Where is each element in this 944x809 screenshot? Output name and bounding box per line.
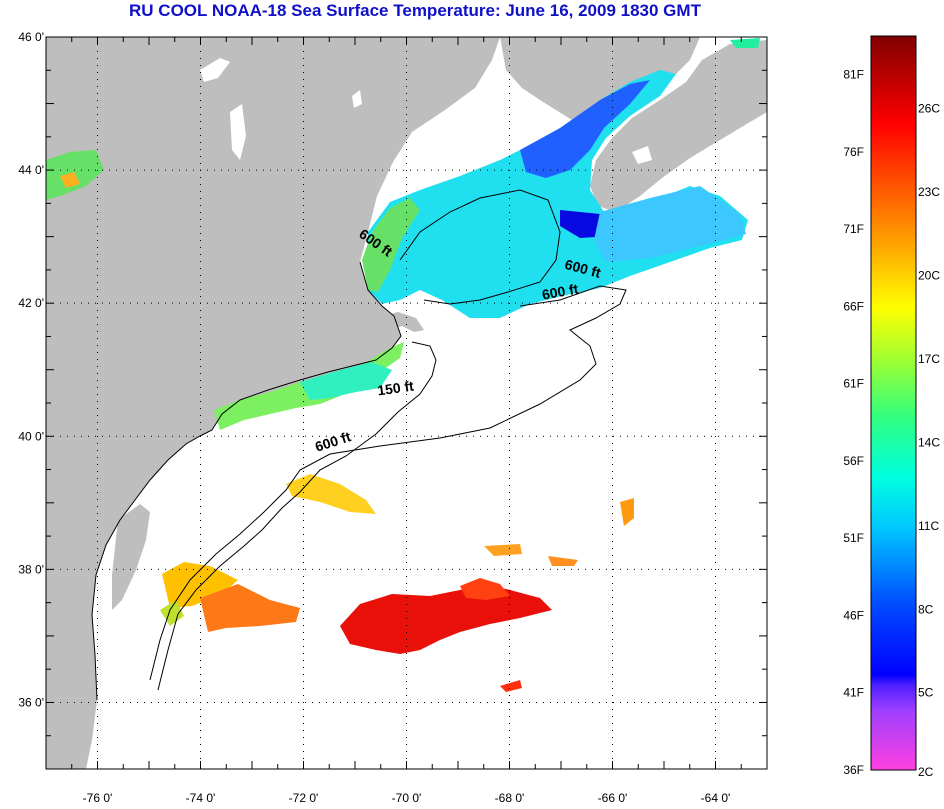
sst-warm-patch [162, 562, 238, 608]
sst-cold-core [520, 80, 650, 178]
lon-tick-label: -72 0' [289, 791, 319, 805]
sst-shelf-cyan [300, 362, 392, 400]
lake [200, 58, 230, 82]
sst-patch-red [500, 680, 522, 692]
sst-patch-orange [620, 498, 634, 526]
lon-tick-label: -64 0' [701, 791, 731, 805]
colorbar-c-label: 23C [918, 185, 940, 199]
land-nova-scotia [500, 37, 767, 212]
land-cape-cod [376, 312, 424, 332]
colorbar-c-label: 17C [918, 352, 940, 366]
lat-tick-label: 44 0' [18, 163, 44, 177]
colorbar-f-label: 71F [843, 222, 864, 236]
contour-label: 600 ft [541, 280, 580, 302]
land-new-brunswick [500, 37, 700, 134]
sst-ne-corner [730, 38, 760, 48]
lake [352, 90, 362, 108]
colorbar-f-label: 41F [843, 686, 864, 700]
sst-patch-orange [484, 544, 522, 556]
colorbar-f-label: 81F [843, 68, 864, 82]
sst-gulf-stream-warm [460, 578, 510, 600]
lake [230, 104, 246, 160]
colorbar-c-label: 26C [918, 102, 940, 116]
map-title: RU COOL NOAA-18 Sea Surface Temperature:… [129, 1, 701, 20]
colorbar-c-label: 2C [918, 765, 934, 779]
isobath-600ft-gulf [399, 189, 561, 305]
colorbar: 81F 76F 71F 66F 61F 56F 51F 46F 41F 36F 26C 23C 20C 1… [843, 35, 940, 779]
colorbar-c-label: 8C [918, 602, 934, 616]
sst-cool-east [594, 186, 746, 262]
sst-warm-patch [200, 584, 300, 632]
land-us-mainland [46, 37, 500, 769]
colorbar-gradient [870, 35, 917, 771]
sst-gulf-stream [340, 584, 552, 654]
axes: 46 0' 44 0' 42 0' 40 0' 38 0' 36 0' -76 0' -74 … [18, 30, 768, 805]
colorbar-c-label: 14C [918, 435, 940, 449]
contour-label: 150 ft [376, 378, 415, 399]
lat-tick-label: 46 0' [18, 30, 44, 44]
lon-tick-label: -76 0' [83, 791, 113, 805]
colorbar-c-label: 11C [918, 519, 939, 533]
colorbar-f-label: 46F [843, 608, 864, 622]
isobath-600ft [149, 285, 627, 681]
colorbar-f-label: 51F [843, 531, 864, 545]
isobath-150ft [157, 341, 437, 691]
sst-lake-patch [60, 172, 80, 188]
sst-warm-coast [362, 198, 420, 292]
lat-tick-label: 40 0' [18, 429, 44, 443]
lon-tick-label: -74 0' [186, 791, 216, 805]
lat-tick-label: 42 0' [18, 296, 44, 310]
colorbar-c-label: 20C [918, 269, 940, 283]
lon-tick-label: -66 0' [598, 791, 628, 805]
sst-warm-patch [160, 600, 184, 626]
colorbar-f-label: 56F [843, 454, 864, 468]
colorbar-c-label: 5C [918, 686, 934, 700]
lake [632, 146, 652, 164]
lon-tick-label: -68 0' [495, 791, 525, 805]
grid [46, 36, 767, 769]
colorbar-f-label: 66F [843, 299, 864, 313]
colorbar-f-label: 76F [843, 145, 864, 159]
lat-tick-label: 36 0' [18, 695, 44, 709]
lat-tick-label: 38 0' [18, 562, 44, 576]
colorbar-f-label: 36F [843, 763, 864, 777]
land-delmarva [112, 504, 150, 610]
sst-map[interactable]: 46 0' 44 0' 42 0' 40 0' 38 0' 36 0' -76 0' -74 … [0, 0, 800, 809]
colorbar-f-label: 61F [843, 377, 864, 391]
lon-tick-label: -70 0' [392, 791, 422, 805]
sst-warm-patch [286, 474, 376, 514]
colorbar-labels: 81F 76F 71F 66F 61F 56F 51F 46F 41F 36F 26C 23C 20C 1… [843, 68, 940, 779]
coastline [91, 261, 402, 701]
sst-patch-orange [548, 556, 578, 566]
